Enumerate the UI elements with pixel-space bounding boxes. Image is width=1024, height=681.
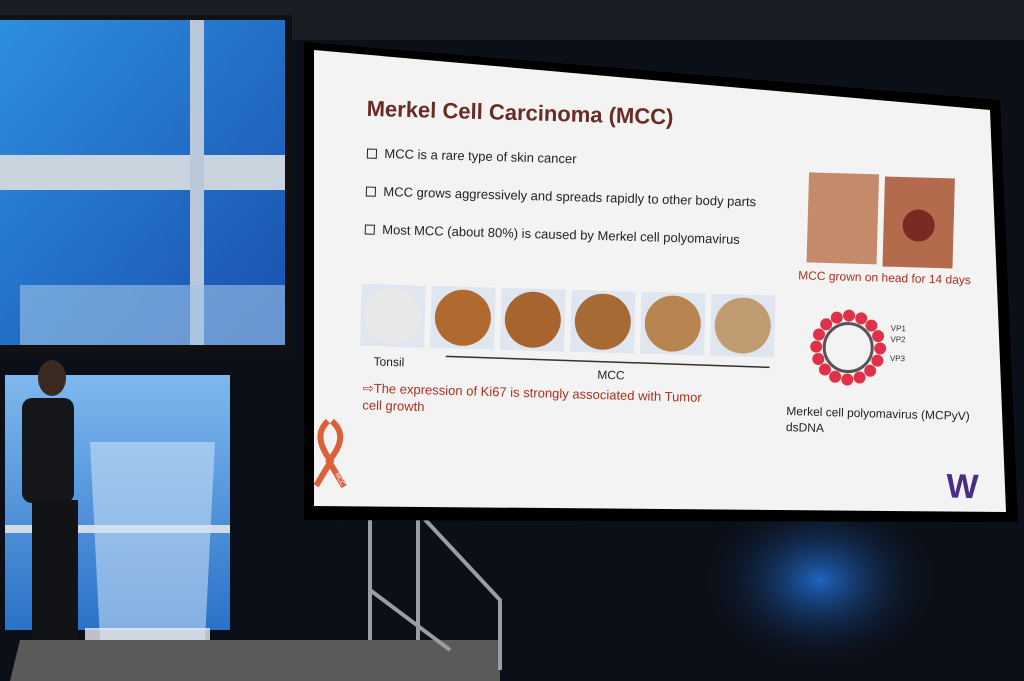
speaker bbox=[22, 360, 78, 660]
left-screen-post bbox=[190, 20, 204, 345]
left-screen-rail bbox=[0, 155, 285, 190]
stage bbox=[10, 640, 500, 681]
capsid-protein bbox=[841, 373, 854, 386]
left-screen-podium bbox=[20, 285, 285, 345]
conclusion-line: cell growth bbox=[362, 397, 425, 414]
bullet-box bbox=[366, 148, 378, 159]
tissue-core bbox=[504, 291, 561, 348]
virus-caption: dsDNA bbox=[786, 420, 824, 435]
bullet-box bbox=[364, 224, 375, 235]
capsid-protein bbox=[853, 371, 866, 384]
capsid-protein bbox=[820, 318, 833, 331]
tonsil-label: Tonsil bbox=[373, 354, 404, 369]
slide bbox=[314, 50, 1006, 512]
lesion-photo bbox=[806, 172, 880, 265]
tissue-core bbox=[714, 297, 771, 354]
uw-logo: W bbox=[946, 467, 980, 506]
virus-label: VP2 bbox=[890, 335, 906, 344]
capsid-protein bbox=[812, 328, 825, 341]
ribbon bbox=[313, 418, 347, 489]
capsid-protein bbox=[829, 370, 842, 383]
capsid-protein bbox=[855, 312, 868, 325]
tissue-core bbox=[434, 289, 491, 346]
tissue-core bbox=[364, 287, 421, 344]
podium bbox=[90, 442, 215, 640]
mcc-bracket bbox=[445, 355, 770, 369]
photo-caption: MCC grown on head for 14 days bbox=[798, 268, 971, 287]
capsid-protein bbox=[812, 352, 825, 365]
capsid-protein bbox=[865, 319, 878, 332]
capsid-protein bbox=[843, 309, 856, 322]
tissue-core bbox=[644, 295, 701, 352]
stage-light bbox=[700, 490, 940, 670]
bullet-text: MCC is a rare type of skin cancer bbox=[384, 146, 577, 166]
capsid-protein bbox=[830, 311, 843, 324]
mcc-label: MCC bbox=[597, 368, 625, 383]
capsid bbox=[822, 322, 874, 374]
histology-row bbox=[360, 283, 776, 358]
virus-caption: Merkel cell polyomavirus (MCPyV) bbox=[786, 404, 970, 423]
tissue-core bbox=[574, 293, 631, 350]
capsid-protein bbox=[874, 342, 887, 355]
capsid-protein bbox=[872, 330, 885, 343]
capsid-protein bbox=[810, 340, 823, 353]
capsid-protein bbox=[818, 363, 831, 376]
lesion bbox=[902, 209, 935, 242]
bullet-box bbox=[365, 186, 376, 197]
capsid-protein bbox=[871, 354, 884, 367]
capsid-protein bbox=[864, 364, 877, 377]
virus-diagram bbox=[810, 309, 887, 386]
virus-label: VP3 bbox=[890, 354, 906, 363]
virus-label: VP1 bbox=[891, 324, 907, 333]
